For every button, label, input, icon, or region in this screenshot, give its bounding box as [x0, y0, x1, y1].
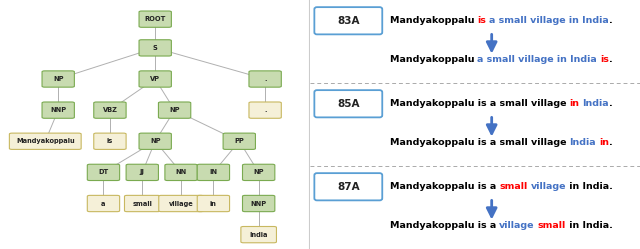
Text: S: S: [153, 45, 157, 51]
Text: .: .: [609, 138, 613, 147]
Text: .: .: [264, 76, 266, 82]
FancyBboxPatch shape: [241, 227, 276, 243]
Text: .: .: [264, 107, 266, 113]
FancyBboxPatch shape: [314, 90, 382, 117]
Text: is: is: [477, 16, 486, 25]
FancyBboxPatch shape: [249, 102, 282, 118]
Text: .: .: [609, 99, 613, 108]
FancyBboxPatch shape: [87, 195, 120, 212]
Text: Mandyakoppalu is a small village: Mandyakoppalu is a small village: [390, 138, 569, 147]
Text: village: village: [499, 221, 534, 230]
FancyBboxPatch shape: [10, 133, 81, 149]
FancyBboxPatch shape: [243, 164, 275, 181]
Text: NP: NP: [53, 76, 63, 82]
FancyBboxPatch shape: [165, 164, 197, 181]
Text: Mandyakoppalu: Mandyakoppalu: [390, 16, 477, 25]
Text: ROOT: ROOT: [145, 16, 166, 22]
FancyBboxPatch shape: [42, 102, 74, 118]
FancyBboxPatch shape: [197, 195, 230, 212]
FancyBboxPatch shape: [139, 11, 172, 27]
Text: Mandyakoppalu: Mandyakoppalu: [16, 138, 75, 144]
FancyBboxPatch shape: [223, 133, 255, 149]
Text: NP: NP: [150, 138, 161, 144]
FancyBboxPatch shape: [243, 195, 275, 212]
Text: NNP: NNP: [251, 200, 267, 206]
Text: .: .: [609, 16, 613, 25]
Text: VBZ: VBZ: [102, 107, 117, 113]
Text: NNP: NNP: [50, 107, 67, 113]
Text: 87A: 87A: [337, 182, 360, 192]
Text: village: village: [531, 182, 566, 191]
FancyBboxPatch shape: [126, 164, 159, 181]
FancyBboxPatch shape: [314, 7, 382, 34]
Text: Mandyakoppalu is a: Mandyakoppalu is a: [390, 182, 499, 191]
Text: NP: NP: [253, 169, 264, 175]
FancyBboxPatch shape: [139, 40, 172, 56]
FancyBboxPatch shape: [42, 71, 74, 87]
FancyBboxPatch shape: [87, 164, 120, 181]
FancyBboxPatch shape: [139, 71, 172, 87]
Text: DT: DT: [99, 169, 109, 175]
Text: small: small: [538, 221, 566, 230]
Text: VP: VP: [150, 76, 160, 82]
Text: NP: NP: [170, 107, 180, 113]
Text: in India.: in India.: [566, 221, 613, 230]
Text: is: is: [107, 138, 113, 144]
FancyBboxPatch shape: [94, 102, 126, 118]
Text: Mandyakoppalu is a: Mandyakoppalu is a: [390, 221, 499, 230]
Text: India: India: [582, 99, 609, 108]
Text: Mandyakoppalu is a small village: Mandyakoppalu is a small village: [390, 99, 569, 108]
Text: small: small: [132, 200, 152, 206]
Text: PP: PP: [234, 138, 244, 144]
Text: in: in: [569, 99, 579, 108]
Text: India: India: [250, 232, 268, 238]
FancyBboxPatch shape: [139, 133, 172, 149]
FancyBboxPatch shape: [314, 173, 382, 200]
Text: .: .: [609, 55, 613, 64]
FancyBboxPatch shape: [197, 164, 230, 181]
FancyBboxPatch shape: [249, 71, 282, 87]
Text: small: small: [499, 182, 527, 191]
Text: India: India: [569, 138, 596, 147]
FancyBboxPatch shape: [159, 195, 204, 212]
FancyBboxPatch shape: [125, 195, 160, 212]
Text: a small village in India: a small village in India: [490, 16, 609, 25]
Text: village: village: [169, 200, 193, 206]
Text: a small village in India: a small village in India: [477, 55, 597, 64]
FancyBboxPatch shape: [159, 102, 191, 118]
Text: in: in: [210, 200, 217, 206]
Text: JJ: JJ: [140, 169, 145, 175]
Text: IN: IN: [209, 169, 218, 175]
FancyBboxPatch shape: [94, 133, 126, 149]
Text: a: a: [101, 200, 106, 206]
Text: 83A: 83A: [337, 16, 360, 26]
Text: 85A: 85A: [337, 99, 360, 109]
Text: Mandyakoppalu: Mandyakoppalu: [390, 55, 477, 64]
Text: NN: NN: [175, 169, 187, 175]
Text: is: is: [600, 55, 609, 64]
Text: in India.: in India.: [566, 182, 613, 191]
Text: in: in: [599, 138, 609, 147]
